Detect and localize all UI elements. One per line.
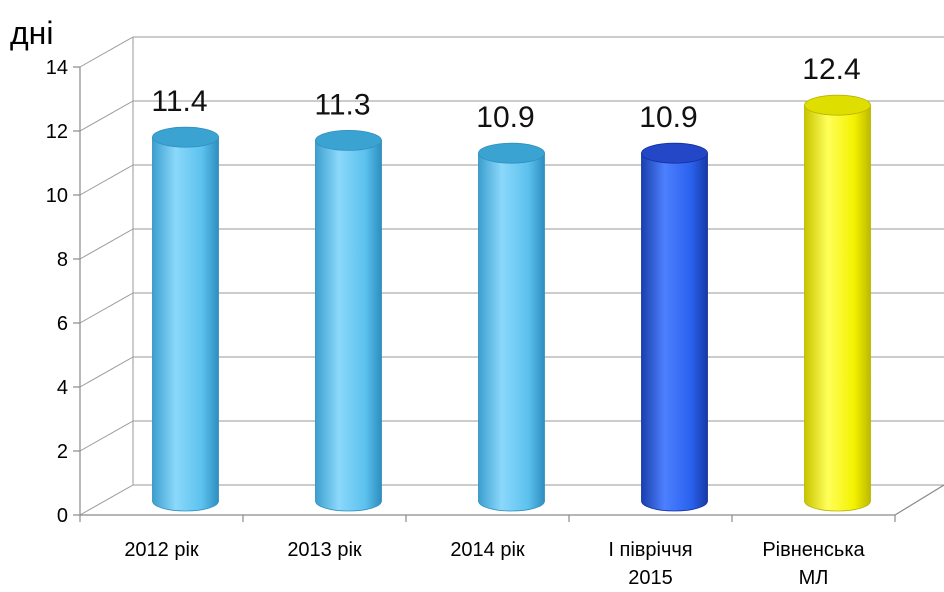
side-gridline <box>79 36 134 68</box>
x-tick-label: МЛ <box>799 567 829 589</box>
bar-5-top <box>804 94 871 116</box>
y-tick-label: 6 <box>57 313 68 335</box>
data-label-5: 12.4 <box>802 53 860 86</box>
bar-2 <box>315 140 382 512</box>
axes <box>73 66 944 522</box>
side-gridline <box>79 484 134 516</box>
y-tick-label: 14 <box>46 57 68 79</box>
x-tick-label: 2015 <box>628 567 673 589</box>
side-gridline <box>79 420 134 452</box>
bar-4 <box>641 152 708 512</box>
y-tick-label: 0 <box>57 505 68 527</box>
x-tick-label: 2012 рік <box>124 539 199 561</box>
y-tick-label: 8 <box>57 249 68 271</box>
y-tick-label: 12 <box>46 121 68 143</box>
side-gridline <box>79 164 134 196</box>
x-tick-label: 2013 рік <box>287 539 362 561</box>
y-tick-label: 10 <box>46 185 68 207</box>
bar-1 <box>152 136 219 512</box>
bar-2-top <box>315 129 382 151</box>
bar-5 <box>804 104 871 512</box>
side-gridline <box>79 292 134 324</box>
y-tick-label: 2 <box>57 441 68 463</box>
bar-4-top <box>641 142 708 164</box>
data-label-2: 11.3 <box>314 88 370 121</box>
bar-3 <box>478 152 545 512</box>
side-gridline <box>79 228 134 260</box>
labels: 0 2 4 6 8 10 12 14 дні 11.4 2012 рік 11.3 2013 рік 10… <box>10 15 866 589</box>
data-label-1: 11.4 <box>151 85 207 118</box>
y-axis-title: дні <box>10 15 53 51</box>
bar-3-top <box>478 142 545 164</box>
x-tick-label: Рівненська <box>762 539 865 561</box>
data-label-4: 10.9 <box>639 101 697 134</box>
y-tick-label: 4 <box>57 377 68 399</box>
x-tick-label: І півріччя <box>608 539 692 561</box>
side-gridline <box>79 356 134 388</box>
bars <box>152 94 871 512</box>
bar-1-top <box>152 126 219 148</box>
side-gridline <box>79 100 134 132</box>
floor-right-edge <box>894 484 944 516</box>
data-label-3: 10.9 <box>476 101 534 134</box>
x-tick-label: 2014 рік <box>450 539 525 561</box>
